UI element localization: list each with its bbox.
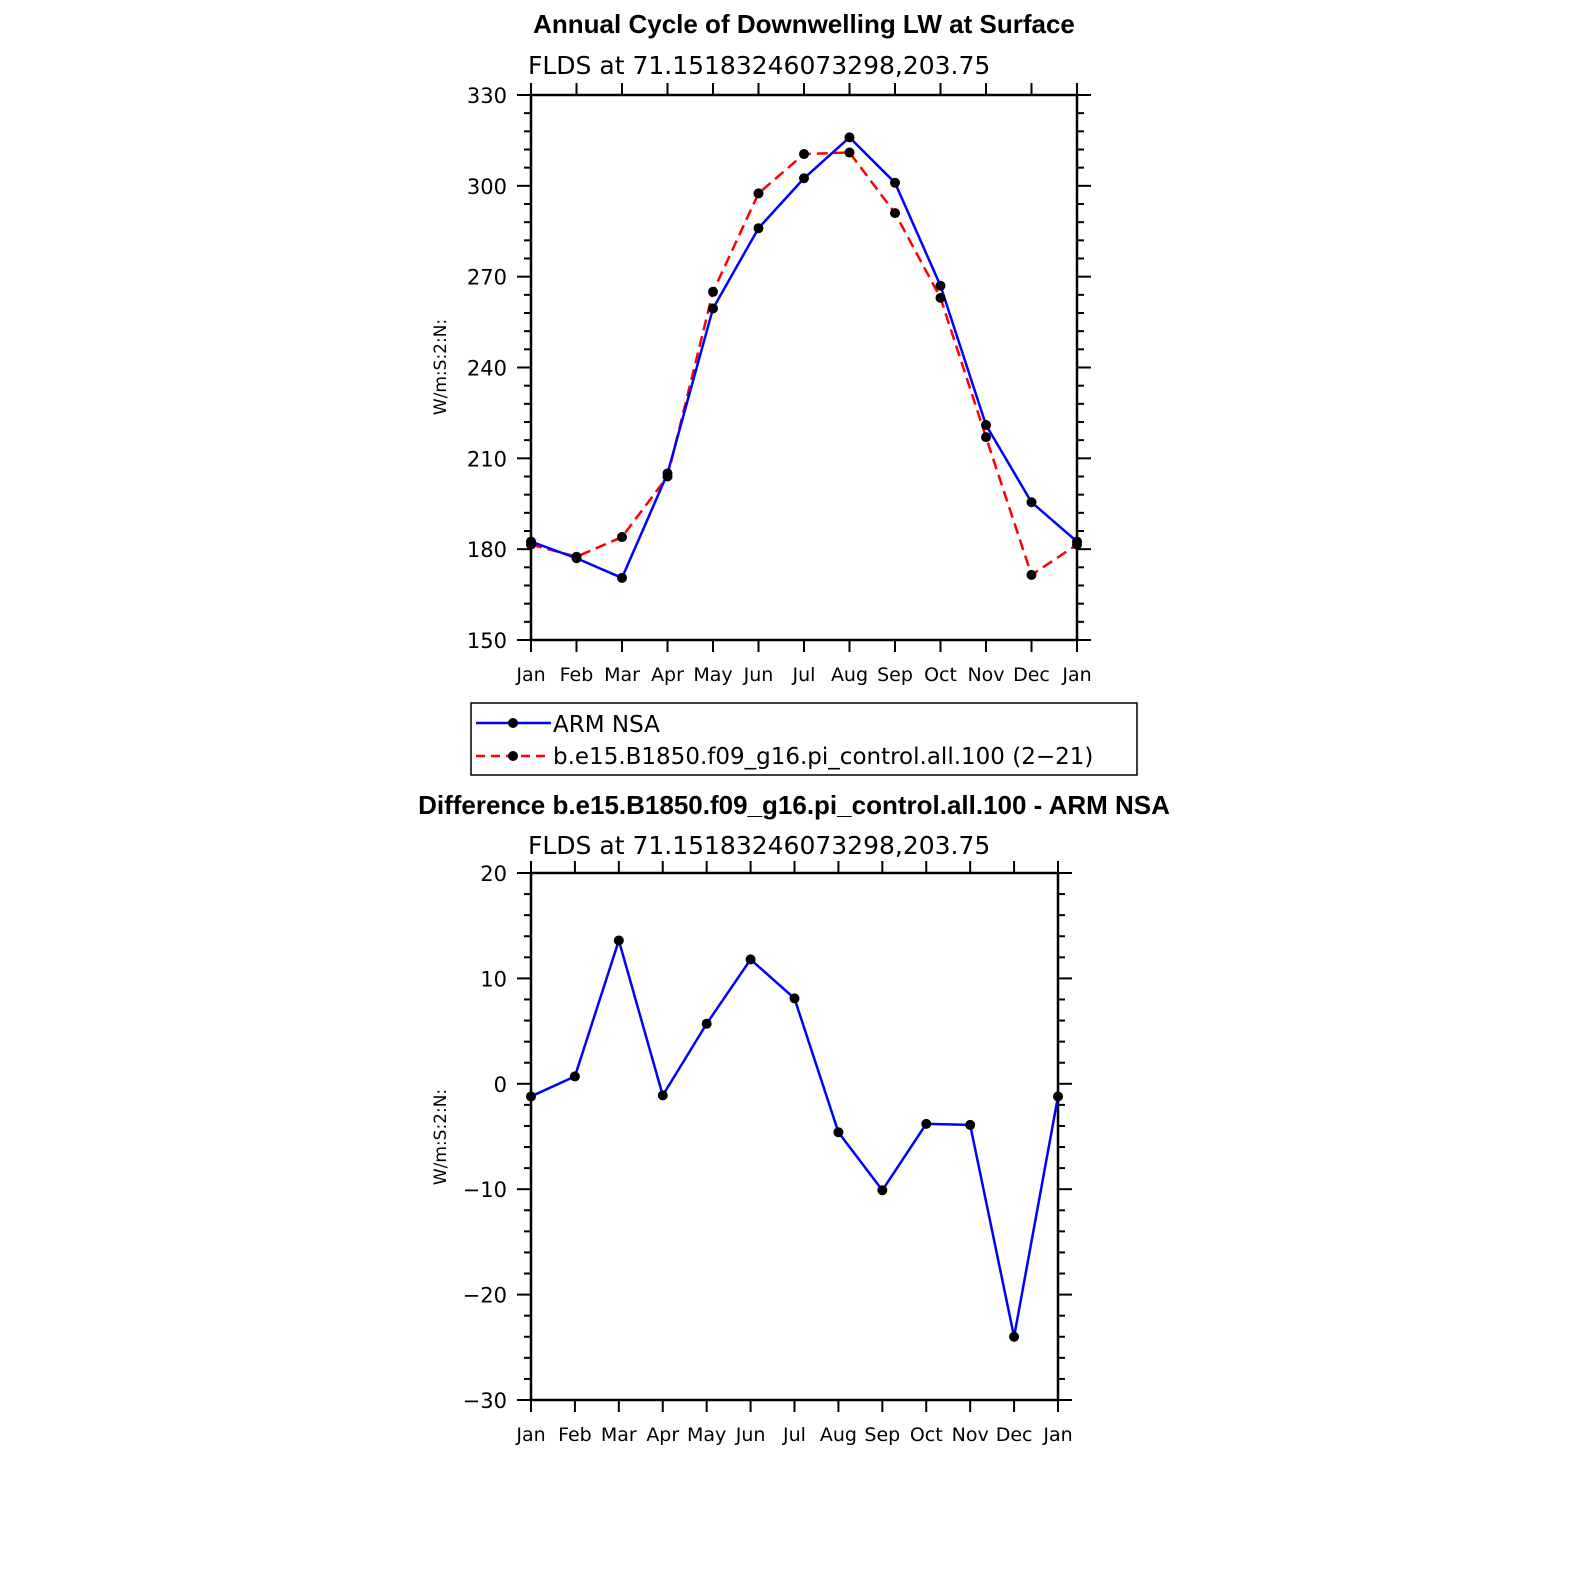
x-tick-label: Aug bbox=[831, 664, 868, 686]
x-tick-label: Jul bbox=[782, 1424, 806, 1446]
y-tick-label: 150 bbox=[467, 629, 507, 653]
x-tick-label: Nov bbox=[952, 1424, 989, 1446]
data-point bbox=[708, 303, 718, 314]
y-tick-label: 20 bbox=[480, 862, 507, 886]
y-tick-label: 180 bbox=[467, 538, 507, 562]
y-tick-label: 0 bbox=[494, 1073, 507, 1097]
data-point bbox=[965, 1119, 976, 1130]
data-point bbox=[890, 177, 900, 188]
data-point bbox=[657, 1090, 668, 1101]
x-tick-label: Jul bbox=[792, 664, 816, 686]
y-tick-label: 210 bbox=[467, 447, 507, 471]
x-tick-label: Dec bbox=[996, 1424, 1033, 1446]
x-tick-label: Sep bbox=[877, 664, 913, 686]
difference-chart: Difference b.e15.B1850.f09_g16.pi_contro… bbox=[418, 790, 1170, 1446]
data-point bbox=[935, 292, 946, 303]
x-tick-label: Dec bbox=[1013, 664, 1050, 686]
x-tick-label: Aug bbox=[820, 1424, 857, 1446]
y-axis-label: W/m:S:2:N: bbox=[431, 319, 451, 415]
data-point bbox=[617, 572, 627, 583]
x-tick-label: Jan bbox=[1061, 664, 1091, 686]
annual-cycle-chart: Annual Cycle of Downwelling LW at Surfac… bbox=[431, 9, 1092, 686]
data-point bbox=[1053, 1091, 1063, 1102]
data-point bbox=[1009, 1331, 1020, 1342]
data-point bbox=[701, 1018, 712, 1029]
legend: ARM NSA b.e15.B1850.f09_g16.pi_control.a… bbox=[470, 702, 1138, 776]
legend-arm-marker bbox=[508, 718, 518, 728]
x-tick-label: Jun bbox=[743, 664, 774, 686]
x-tick-label: May bbox=[693, 664, 732, 686]
data-point bbox=[617, 532, 627, 543]
data-point bbox=[1026, 569, 1037, 580]
x-tick-label: Mar bbox=[601, 1424, 637, 1446]
data-point bbox=[753, 223, 764, 234]
y-tick-label: 300 bbox=[467, 175, 507, 199]
plot-frame bbox=[529, 871, 1060, 1402]
data-point bbox=[921, 1118, 932, 1129]
x-tick-label: Nov bbox=[967, 664, 1004, 686]
series-line bbox=[530, 151, 1078, 577]
y-tick-label: 240 bbox=[467, 357, 507, 381]
legend-entry-model: b.e15.B1850.f09_g16.pi_control.all.100 (… bbox=[553, 744, 1093, 770]
x-tick-label: Oct bbox=[910, 1424, 943, 1446]
data-point bbox=[753, 188, 764, 199]
x-tick-label: Jan bbox=[515, 1424, 545, 1446]
x-tick-label: Mar bbox=[604, 664, 640, 686]
y-tick-label: −10 bbox=[463, 1178, 507, 1202]
chart-title: Difference b.e15.B1850.f09_g16.pi_contro… bbox=[418, 790, 1170, 820]
x-tick-label: Jan bbox=[515, 664, 545, 686]
x-tick-label: Apr bbox=[646, 1424, 679, 1446]
data-point bbox=[708, 286, 718, 297]
x-tick-label: Oct bbox=[924, 664, 957, 686]
data-point bbox=[981, 420, 991, 431]
data-point bbox=[844, 132, 855, 143]
legend-entry-arm: ARM NSA bbox=[553, 712, 660, 738]
x-tick-label: May bbox=[687, 1424, 726, 1446]
y-tick-label: −20 bbox=[463, 1284, 507, 1308]
data-point bbox=[799, 173, 809, 184]
data-point bbox=[571, 551, 582, 562]
plot-area: 150 180 210 240 270 300 330 Jan Feb Mar Apr May Jun J… bbox=[467, 83, 1092, 686]
data-point bbox=[745, 954, 756, 965]
data-point bbox=[526, 539, 536, 550]
x-tick-label: Jun bbox=[735, 1424, 766, 1446]
x-tick-label: Feb bbox=[560, 664, 594, 686]
data-point bbox=[844, 147, 855, 158]
chart-subtitle: FLDS at 71.15183246073298,203.75 bbox=[528, 51, 990, 80]
legend-model-marker bbox=[508, 751, 518, 761]
data-point bbox=[1026, 497, 1037, 508]
x-tick-label: Apr bbox=[651, 664, 684, 686]
y-tick-label: −30 bbox=[463, 1389, 507, 1413]
plot-area: −30 −20 −10 0 10 20 Jan Feb Mar Apr May Jun Jul Aug Se… bbox=[463, 861, 1073, 1446]
data-point bbox=[526, 1091, 536, 1102]
x-tick-label: Feb bbox=[558, 1424, 592, 1446]
data-point bbox=[890, 208, 900, 219]
data-point bbox=[833, 1127, 844, 1138]
data-point bbox=[662, 471, 673, 482]
y-axis-label: W/m:S:2:N: bbox=[431, 1089, 451, 1185]
data-point bbox=[981, 432, 991, 443]
y-tick-label: 330 bbox=[467, 84, 507, 108]
series-line bbox=[530, 136, 1078, 580]
legend-box bbox=[470, 702, 1138, 776]
data-point bbox=[613, 935, 624, 946]
data-point bbox=[935, 280, 946, 291]
data-point bbox=[1072, 539, 1082, 550]
chart-subtitle: FLDS at 71.15183246073298,203.75 bbox=[528, 831, 990, 860]
data-point bbox=[877, 1185, 888, 1196]
data-point bbox=[789, 993, 800, 1004]
x-tick-label: Sep bbox=[864, 1424, 900, 1446]
chart-title: Annual Cycle of Downwelling LW at Surfac… bbox=[533, 9, 1075, 39]
data-point bbox=[569, 1071, 580, 1082]
y-tick-label: 10 bbox=[480, 967, 507, 991]
data-point bbox=[799, 149, 809, 160]
x-tick-label: Jan bbox=[1042, 1424, 1072, 1446]
y-tick-label: 270 bbox=[467, 266, 507, 290]
